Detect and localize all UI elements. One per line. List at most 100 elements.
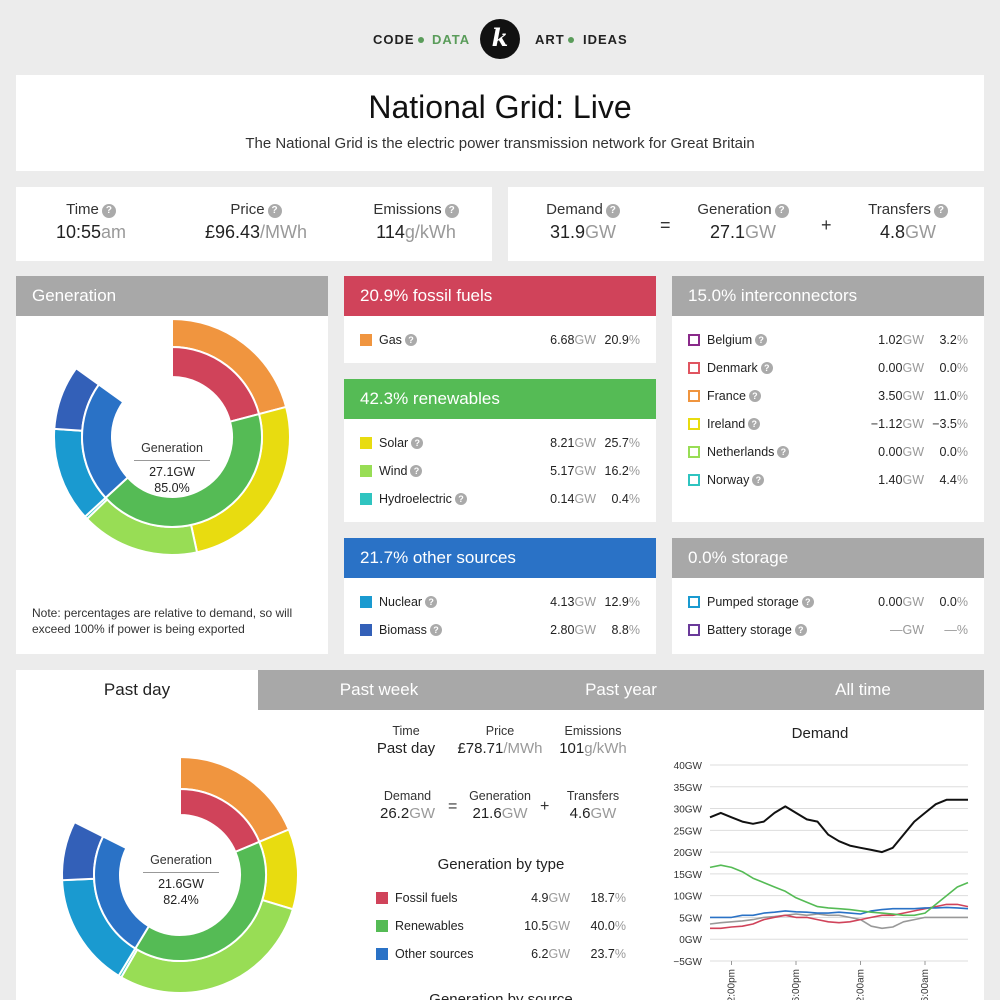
- donut-inner-slice-renewables[interactable]: [104, 412, 263, 528]
- gen-type-row-fossil[interactable]: Fossil fuels 4.9GW 18.7%: [376, 888, 626, 908]
- help-icon[interactable]: ?: [267, 204, 282, 218]
- interconnector-row-denmark[interactable]: Denmark? 0.00GW 0.0%: [688, 358, 968, 378]
- donut-inner-slice-other-sources[interactable]: [81, 383, 130, 500]
- help-icon[interactable]: ?: [748, 390, 761, 402]
- interconnector-name: Norway: [707, 473, 750, 487]
- source-gw: 5.17: [550, 464, 575, 478]
- gen-type-name: Other sources: [395, 947, 474, 961]
- past-time-stat: Time Past day: [366, 724, 446, 757]
- interconnector-gw: 3.50: [878, 389, 903, 403]
- help-icon[interactable]: ?: [411, 437, 424, 449]
- interconnector-gw: 1.02: [878, 333, 903, 347]
- help-icon[interactable]: ?: [404, 334, 417, 346]
- past-price-value: £78.71: [457, 740, 504, 757]
- nav-separator-dot: [568, 37, 574, 43]
- source-name: Wind: [379, 464, 408, 478]
- help-icon[interactable]: ?: [429, 624, 442, 636]
- tab-past-year[interactable]: Past year: [500, 670, 742, 710]
- past-demand-label: Demand: [383, 789, 432, 803]
- storage-panel: 0.0% storage Pumped storage? 0.00GW 0.0%…: [672, 538, 984, 654]
- storage-pct: —: [944, 623, 957, 637]
- color-swatch: [688, 418, 700, 430]
- nav-separator-dot: [418, 37, 424, 43]
- generation-panel-title: Generation: [16, 276, 328, 316]
- source-pct: 0.4: [611, 492, 629, 506]
- generation-value: 27.1: [709, 222, 746, 242]
- help-icon[interactable]: ?: [101, 204, 116, 218]
- help-icon[interactable]: ?: [454, 493, 467, 505]
- past-transfers-label: Transfers: [566, 789, 620, 803]
- help-icon[interactable]: ?: [752, 474, 765, 486]
- gw-unit: GW: [902, 445, 924, 459]
- past-price-unit: /MWh: [503, 740, 543, 757]
- page-title: National Grid: Live: [368, 89, 632, 125]
- source-row-biomass[interactable]: Biomass? 2.80GW 8.8%: [360, 620, 640, 640]
- interconnector-row-france[interactable]: France? 3.50GW 11.0%: [688, 386, 968, 406]
- help-icon[interactable]: ?: [425, 596, 438, 608]
- time-unit: am: [101, 222, 127, 242]
- source-row-wind[interactable]: Wind? 5.17GW 16.2%: [360, 461, 640, 481]
- transfers-stat: Transfers? 4.8GW: [853, 201, 963, 243]
- help-icon[interactable]: ?: [933, 204, 948, 218]
- gen-type-gw: 4.9: [531, 891, 549, 905]
- source-pct: 25.7: [604, 436, 629, 450]
- help-icon[interactable]: ?: [748, 418, 761, 430]
- tab-past-day[interactable]: Past day: [16, 670, 258, 710]
- storage-pct: 0.0: [939, 595, 957, 609]
- y-tick-label: 40GW: [674, 761, 703, 772]
- storage-gw: 0.00: [878, 595, 903, 609]
- emissions-label: Emissions: [373, 201, 442, 218]
- site-logo[interactable]: k: [480, 19, 520, 59]
- past-transfers-stat: Transfers 4.6GW: [560, 789, 626, 822]
- help-icon[interactable]: ?: [760, 362, 773, 374]
- help-icon[interactable]: ?: [777, 446, 790, 458]
- color-swatch: [688, 362, 700, 374]
- nav-data-link[interactable]: DATA: [432, 32, 471, 47]
- gen-type-row-other[interactable]: Other sources 6.2GW 23.7%: [376, 944, 626, 964]
- gen-type-row-renewables[interactable]: Renewables 10.5GW 40.0%: [376, 916, 626, 936]
- y-tick-label: −5GW: [673, 957, 702, 968]
- nav-art-link[interactable]: ART: [535, 32, 565, 47]
- interconnector-row-netherlands[interactable]: Netherlands? 0.00GW 0.0%: [688, 442, 968, 462]
- demand-unit: GW: [585, 222, 617, 242]
- source-row-nuclear[interactable]: Nuclear? 4.13GW 12.9%: [360, 592, 640, 612]
- nav-code-link[interactable]: CODE: [373, 32, 415, 47]
- source-row-solar[interactable]: Solar? 8.21GW 25.7%: [360, 433, 640, 453]
- gw-unit: GW: [902, 623, 924, 637]
- storage-row-battery[interactable]: Battery storage? —GW —%: [688, 620, 968, 640]
- source-name: Solar: [379, 436, 409, 450]
- tab-past-week[interactable]: Past week: [258, 670, 500, 710]
- help-icon[interactable]: ?: [410, 465, 423, 477]
- interconnector-row-ireland[interactable]: Ireland? −1.12GW −3.5%: [688, 414, 968, 434]
- transfers-unit: GW: [905, 222, 937, 242]
- help-icon[interactable]: ?: [755, 334, 768, 346]
- color-swatch: [688, 446, 700, 458]
- source-gw: 0.14: [550, 492, 575, 506]
- gw-unit: GW: [902, 473, 924, 487]
- interconnector-row-belgium[interactable]: Belgium? 1.02GW 3.2%: [688, 330, 968, 350]
- donut-inner-slice-other-sources[interactable]: [93, 835, 151, 950]
- help-icon[interactable]: ?: [605, 204, 620, 218]
- past-price-label: Price: [485, 724, 515, 738]
- help-icon[interactable]: ?: [444, 204, 459, 218]
- interconnector-pct: 0.0: [939, 361, 957, 375]
- source-row-hydroelectric[interactable]: Hydroelectric? 0.14GW 0.4%: [360, 489, 640, 509]
- source-row-gas[interactable]: Gas? 6.68GW 20.9%: [360, 330, 640, 350]
- tab-all-time[interactable]: All time: [742, 670, 984, 710]
- interconnector-gw: −1.12: [870, 417, 903, 431]
- live-stats-card: Time? 10:55am Price? £96.43/MWh Emission…: [16, 187, 492, 261]
- help-icon[interactable]: ?: [801, 596, 814, 608]
- past-transfers-unit: GW: [590, 805, 617, 822]
- gen-type-pct: 23.7: [590, 947, 615, 961]
- gw-unit: GW: [574, 623, 596, 637]
- interconnector-row-norway[interactable]: Norway? 1.40GW 4.4%: [688, 470, 968, 490]
- past-emissions-stat: Emissions 101g/kWh: [553, 724, 633, 757]
- help-icon[interactable]: ?: [794, 624, 807, 636]
- help-icon[interactable]: ?: [774, 204, 789, 218]
- past-generation-value: 21.6: [472, 805, 502, 822]
- storage-row-pumped[interactable]: Pumped storage? 0.00GW 0.0%: [688, 592, 968, 612]
- gw-unit: GW: [548, 919, 570, 933]
- gw-unit: GW: [548, 947, 570, 961]
- nav-ideas-link[interactable]: IDEAS: [583, 32, 628, 47]
- time-stat: Time? 10:55am: [36, 201, 146, 243]
